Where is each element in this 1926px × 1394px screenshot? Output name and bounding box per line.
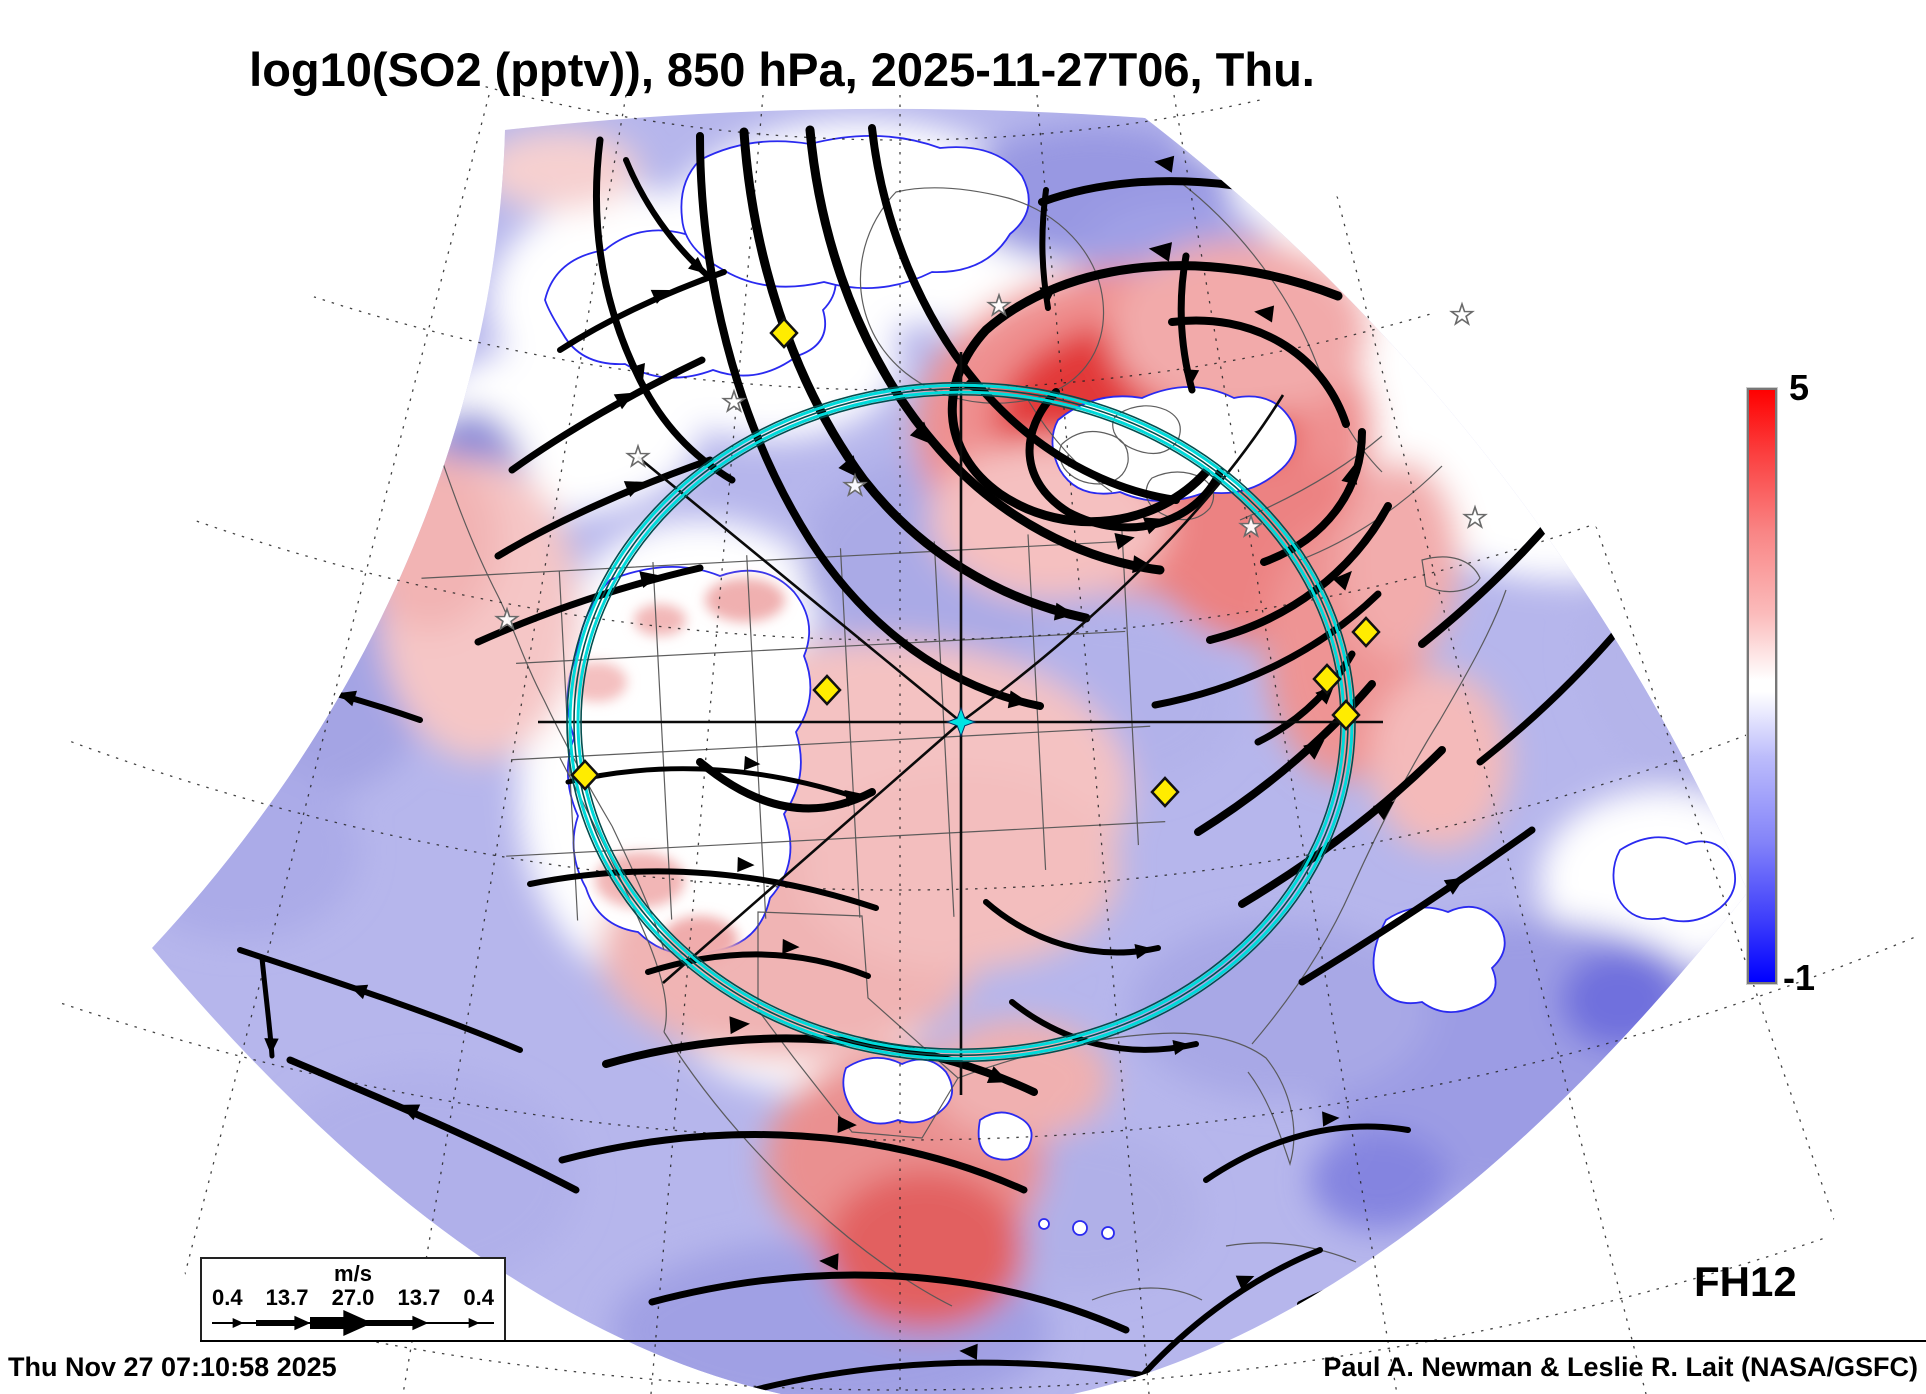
site-diamond-icon [1312,663,1342,695]
plot-title: log10(SO2 (pptv)), 850 hPa, 2025-11-27T0… [249,43,1315,96]
city-star-markers [494,292,1488,631]
wind-legend-tick: 13.7 [397,1285,441,1310]
wind-legend-unit: m/s [334,1261,372,1286]
center-star-icon [945,706,977,738]
wind-legend-arrow-scale [212,1309,494,1337]
wind-legend-tick: 0.4 [463,1285,494,1310]
radial-curve [960,394,1285,724]
radial-line [637,455,962,724]
colorbar [1747,388,1777,984]
city-star-icon [1238,513,1264,538]
radial-line [662,721,962,984]
site-diamond-icon [1331,699,1361,731]
site-diamond-icon [570,759,600,791]
city-star-icon [842,472,868,497]
credit-text: Paul A. Newman & Leslie R. Lait (NASA/GS… [1323,1352,1918,1382]
wind-legend-tick: 0.4 [212,1285,243,1310]
city-star-icon [625,443,651,468]
site-diamond-icon [769,317,799,349]
site-diamond-icon [1150,776,1180,808]
site-diamond-markers [570,317,1381,808]
colorbar-min-label: -1 [1783,957,1816,998]
city-star-icon [1462,504,1488,529]
wind-speed-legend: m/s 0.4 13.7 27.0 13.7 0.4 [200,1257,506,1342]
city-star-icon [1449,301,1475,326]
footer-rule [200,1340,1926,1342]
center-star-marker [945,706,977,738]
forecast-hour-label: FH12 [1694,1258,1797,1305]
creation-timestamp: Thu Nov 27 07:10:58 2025 [8,1352,337,1382]
wind-legend-tick: 13.7 [265,1285,309,1310]
city-star-icon [986,292,1012,317]
city-star-icon [494,606,520,631]
site-diamond-icon [1351,616,1381,648]
wind-legend-tick: 27.0 [331,1285,375,1310]
city-star-icon [721,388,747,413]
wind-legend-ticks: 0.4 13.7 27.0 13.7 0.4 [212,1285,494,1311]
colorbar-max-label: 5 [1789,367,1810,408]
site-diamond-icon [812,674,842,706]
